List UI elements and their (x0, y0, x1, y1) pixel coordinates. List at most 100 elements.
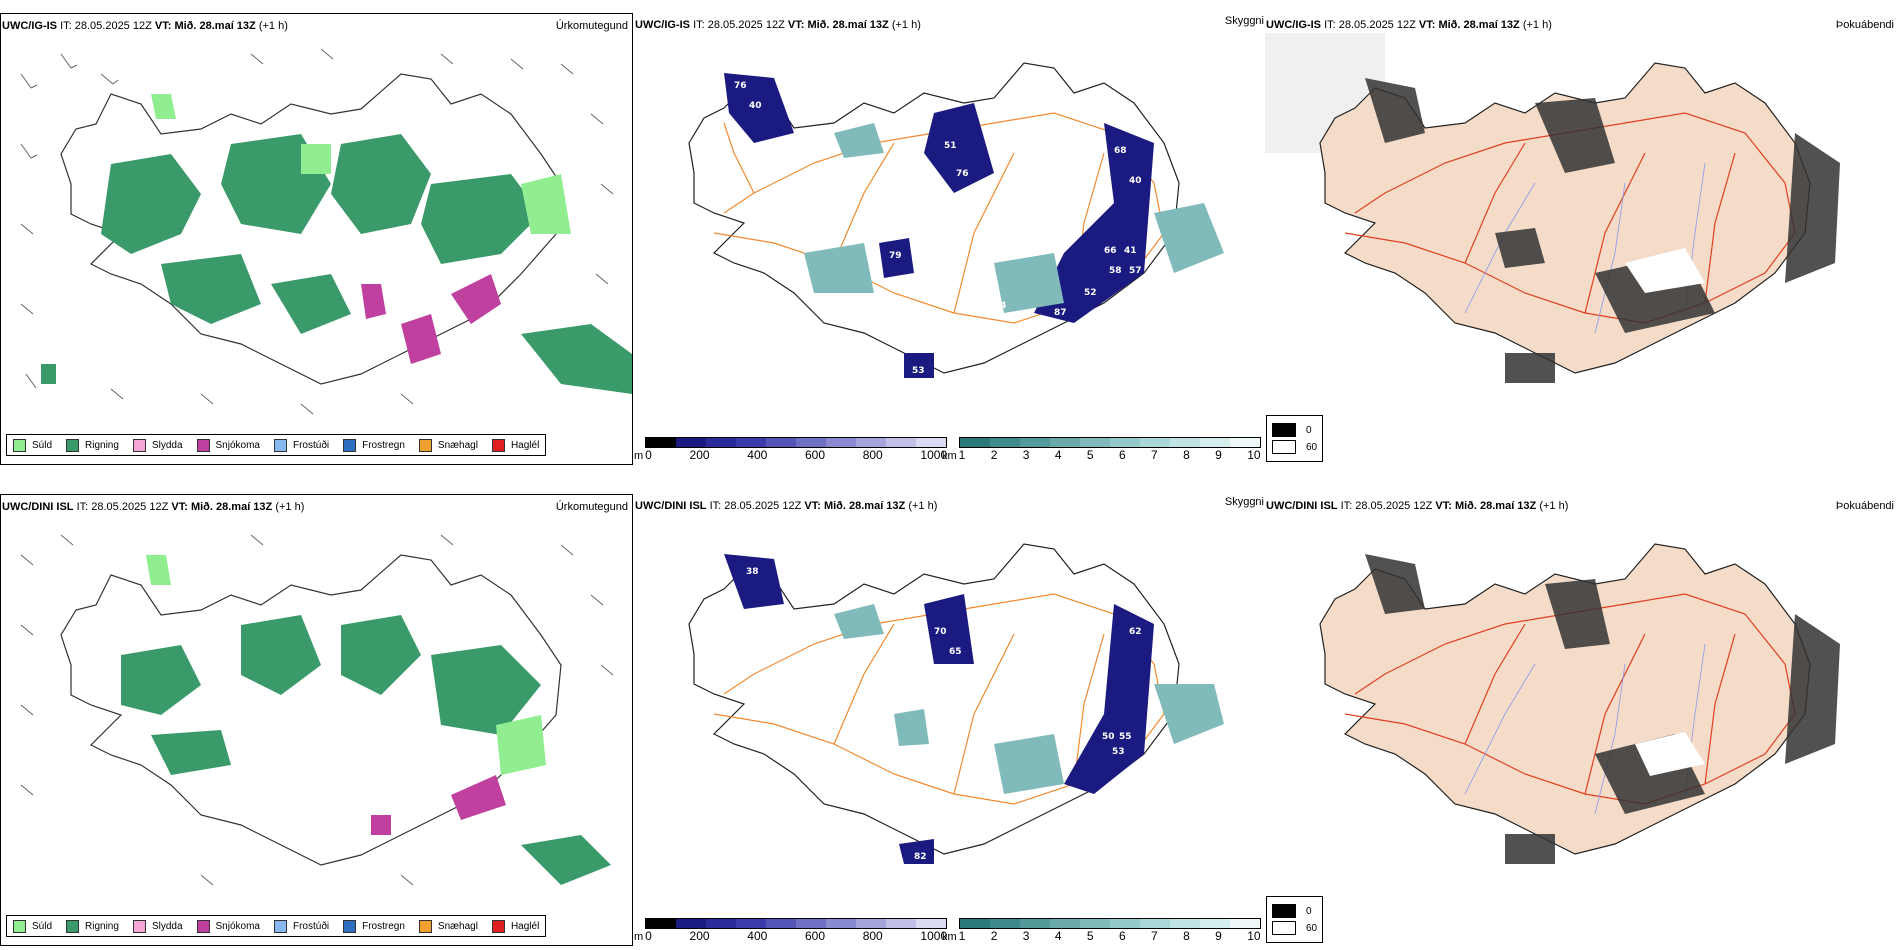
low-visibility-areas (724, 554, 1154, 864)
legend-swatch (1272, 904, 1296, 918)
colorbar-unit: m (634, 450, 644, 462)
field-label: Úrkomutegund (555, 501, 628, 513)
panel-title: UWC/DINI ISL IT: 28.05.2025 12Z VT: Mið.… (2, 501, 305, 513)
vis-value: 38 (746, 567, 759, 577)
colorbar-swatches (958, 918, 1261, 929)
legend-item: Frostregn (343, 438, 405, 452)
rain-areas (41, 134, 632, 394)
snow-areas (371, 775, 506, 835)
vis-value: 87 (1054, 308, 1067, 318)
legend-swatch (273, 919, 287, 933)
colorbar-ticks: 0 200 400 600 800 1000 (645, 929, 948, 943)
legend-swatch (1272, 440, 1296, 454)
vis-value: 57 (1129, 266, 1142, 276)
legend-item: Haglél (491, 438, 539, 452)
panel-fog-top: UWC/IG-IS IT: 28.05.2025 12Z VT: Mið. 28… (1265, 13, 1900, 465)
colorbar-unit: m (634, 931, 644, 943)
clear-areas (1635, 732, 1705, 776)
legend-item: Frostregn (343, 919, 405, 933)
legend-swatch (418, 438, 432, 452)
snow-areas (361, 274, 501, 364)
colorbar-ticks: 1 2 3 4 5 6 7 8 9 10 (958, 448, 1261, 462)
vis-value: 70 (934, 627, 947, 637)
vis-value: 53 (1112, 747, 1125, 757)
clear-areas (1625, 248, 1705, 293)
colorbar-swatches (645, 918, 948, 929)
colorbar-swatches (645, 437, 948, 448)
legend-swatch (418, 919, 432, 933)
legend-item: Snjókoma (196, 438, 260, 452)
colorbar-swatches (958, 437, 1261, 448)
panel-visibility-bottom: UWC/DINI ISL IT: 28.05.2025 12Z VT: Mið.… (634, 494, 1264, 946)
legend-item: Rigning (66, 919, 119, 933)
panel-visibility-top: UWC/IG-IS IT: 28.05.2025 12Z VT: Mið. 28… (634, 13, 1264, 465)
iceland-visibility-map: 76 40 51 76 68 40 79 75 66 41 58 57 52 5… (688, 62, 1224, 386)
legend-swatch (1272, 423, 1296, 437)
legend-swatch (273, 438, 287, 452)
panel-title: UWC/IG-IS IT: 28.05.2025 12Z VT: Mið. 28… (1266, 19, 1552, 31)
fog-legend-item: 0 (1272, 423, 1317, 437)
legend-swatch (343, 919, 357, 933)
vis-value: 76 (734, 81, 747, 91)
vis-value: 66 (1104, 246, 1117, 256)
legend-item: Rigning (66, 438, 119, 452)
visibility-colorbar-m: m 0 200 400 600 800 1000 (634, 437, 948, 462)
vis-value: 51 (944, 141, 957, 151)
legend-item: Slydda (132, 919, 183, 933)
legend-item: Frostúði (273, 919, 329, 933)
legend-swatch (491, 919, 505, 933)
legend-item: Snæhagl (418, 438, 478, 452)
low-visibility-areas (724, 73, 1154, 378)
legend-swatch (66, 438, 80, 452)
legend-swatch (491, 438, 505, 452)
vis-value: 73 (1044, 797, 1057, 807)
fog-legend-item: 0 (1272, 904, 1317, 918)
field-label: Skyggni (1224, 496, 1264, 508)
vis-value: 82 (914, 852, 927, 862)
field-label: Skyggni (1224, 15, 1264, 27)
field-label: Þokuábendi (1835, 19, 1894, 31)
colorbar-ticks: 1 2 3 4 5 6 7 8 9 10 (958, 929, 1261, 943)
vis-value: 75 (944, 266, 957, 276)
legend-swatch (66, 919, 80, 933)
vis-value: 66 (909, 346, 922, 356)
legend-item: Súld (13, 919, 52, 933)
fog-legend: 0 60 (1266, 896, 1324, 943)
panel-title: UWC/DINI ISL IT: 28.05.2025 12Z VT: Mið.… (1266, 500, 1569, 512)
fog-legend-item: 60 (1272, 440, 1317, 454)
legend-swatch (132, 919, 146, 933)
legend-item: Slydda (132, 438, 183, 452)
vis-value: 79 (889, 251, 902, 261)
fog-legend-item: 60 (1272, 921, 1317, 935)
field-label: Þokuábendi (1835, 500, 1894, 512)
coastline (60, 554, 562, 866)
vis-value: 66 (944, 727, 957, 737)
colorbar-ticks: 0 200 400 600 800 1000 (645, 448, 948, 462)
panel-title: UWC/IG-IS IT: 28.05.2025 12Z VT: Mið. 28… (2, 20, 288, 32)
precip-type-legend: Súld Rigning Slydda Snjókoma Frostúði Fr… (6, 434, 547, 456)
moderate-visibility-areas (804, 123, 1224, 313)
panel-title: UWC/DINI ISL IT: 28.05.2025 12Z VT: Mið.… (635, 500, 938, 512)
legend-swatch (196, 919, 210, 933)
vis-value: 58 (1109, 266, 1122, 276)
vis-value: 47 (934, 376, 947, 386)
visibility-colorbar-km: km 1 2 3 4 5 6 7 8 9 10 (942, 918, 1261, 943)
wind-barbs (20, 48, 614, 415)
vis-value: 54 (994, 301, 1007, 311)
iceland-fog-map (1265, 33, 1840, 383)
drizzle-areas (151, 94, 571, 234)
panel-precip-type-bottom: UWC/DINI ISL IT: 28.05.2025 12Z VT: Mið.… (0, 494, 633, 946)
vis-value: 68 (1114, 146, 1127, 156)
vis-value: 62 (1129, 627, 1142, 637)
field-label: Úrkomutegund (555, 20, 628, 32)
vis-value: 82 (1127, 602, 1140, 612)
visibility-values: 38 70 65 82 62 50 55 53 73 82 66 (746, 567, 1142, 862)
legend-swatch (13, 438, 26, 452)
legend-swatch (1272, 921, 1296, 935)
iceland-visibility-map: 38 70 65 82 62 50 55 53 73 82 66 (688, 543, 1224, 864)
panel-precip-type-top: UWC/IG-IS IT: 28.05.2025 12Z VT: Mið. 28… (0, 13, 633, 465)
vis-value: 40 (1129, 176, 1142, 186)
visibility-colorbar-km: km 1 2 3 4 5 6 7 8 9 10 (942, 437, 1261, 462)
vis-value: 53 (1034, 324, 1047, 334)
colorbar-unit: km (942, 931, 957, 943)
